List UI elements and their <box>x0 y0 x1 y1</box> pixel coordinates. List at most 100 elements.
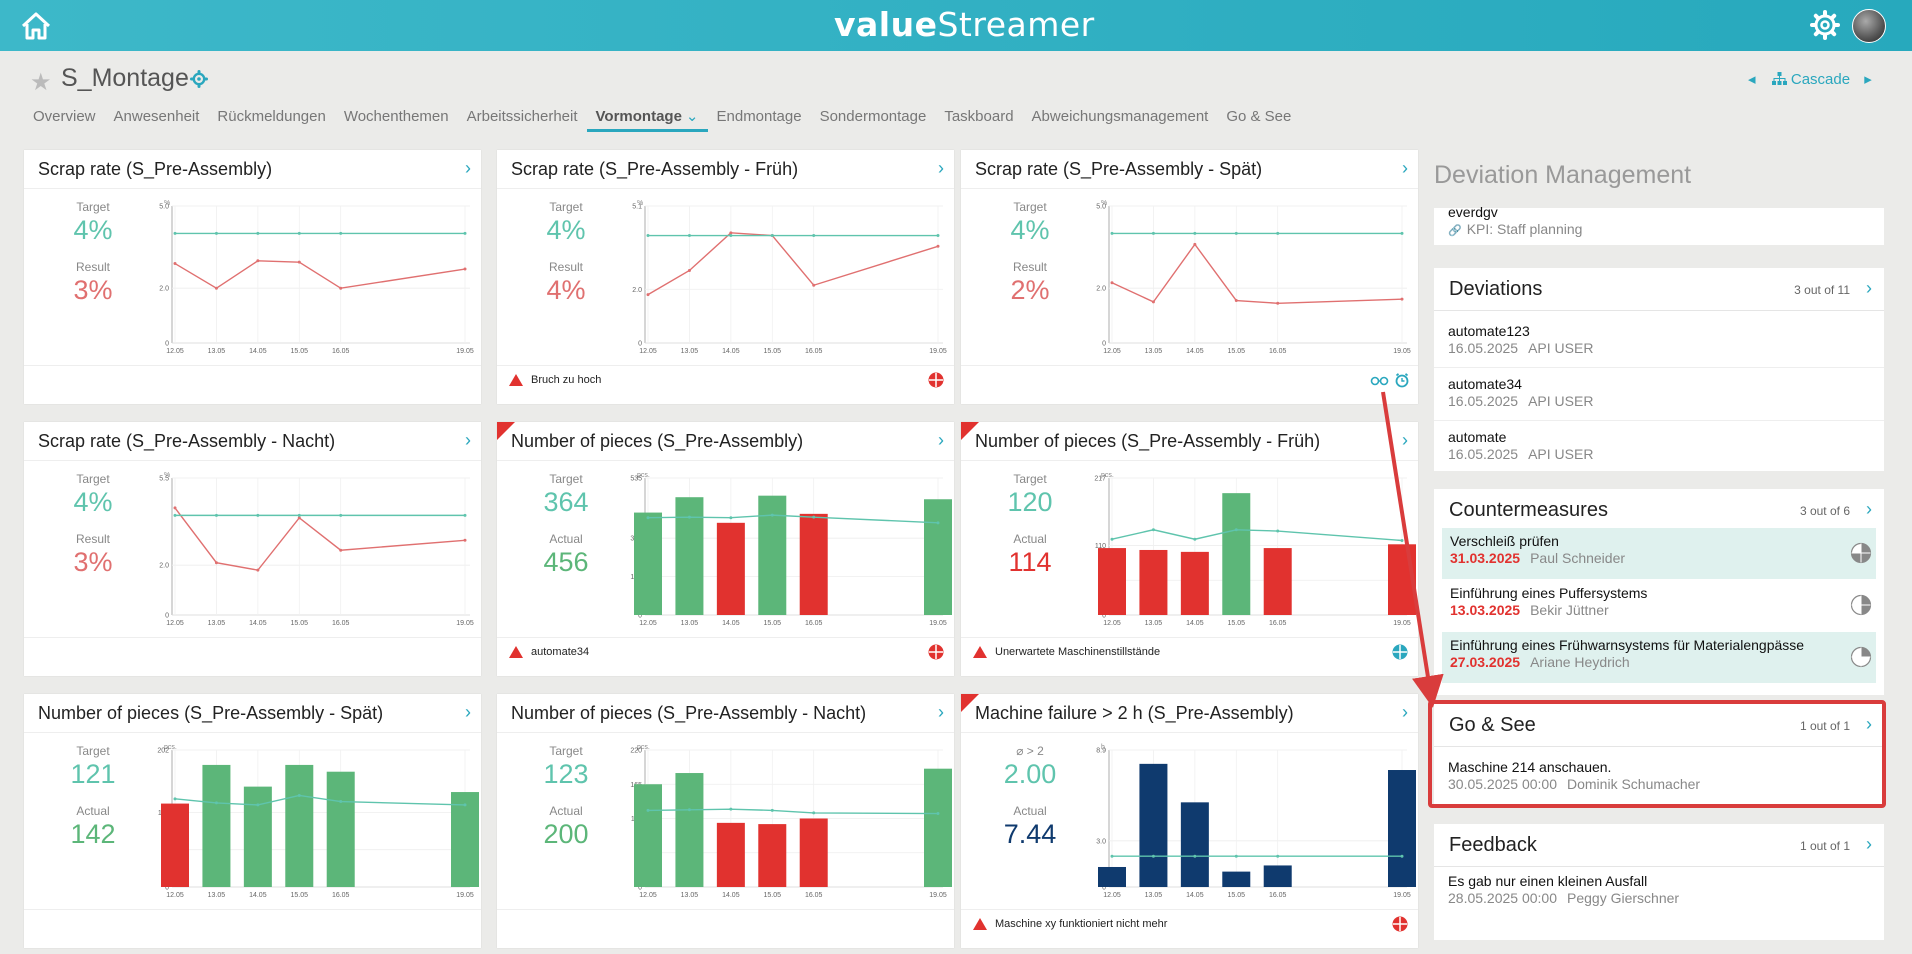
card-arrow-icon[interactable]: › <box>1402 158 1408 178</box>
x-tick-label: 19.05 <box>456 892 474 899</box>
target-point <box>339 800 343 804</box>
board-settings-gear-icon[interactable] <box>190 70 208 88</box>
countermeasure-user: Bekir Jüttner <box>1530 602 1609 618</box>
kpi-target: Target 4% <box>521 200 611 246</box>
result-point <box>1234 299 1238 303</box>
x-tick-label: 19.05 <box>456 620 474 627</box>
card-arrow-icon[interactable]: › <box>938 158 944 178</box>
target-line <box>1111 529 1403 542</box>
red-status-icon[interactable] <box>928 372 944 388</box>
feedback-item[interactable]: Es gab nur einen kleinen Ausfall 28.05.2… <box>1434 868 1884 912</box>
tab-8[interactable]: Taskboard <box>935 106 1022 132</box>
kpi-card[interactable]: Machine failure > 2 h (S_Pre-Assembly) › ⌀… <box>961 694 1418 948</box>
tab-6[interactable]: Endmontage <box>708 106 811 132</box>
avatar[interactable] <box>1852 9 1886 43</box>
deviation-item[interactable]: automate34 16.05.2025 API USER <box>1434 371 1884 417</box>
card-arrow-icon[interactable]: › <box>1402 702 1408 722</box>
x-tick-label: 13.05 <box>681 892 699 899</box>
kpi-label: Actual <box>76 804 110 818</box>
cascade-link[interactable]: Cascade <box>1771 71 1855 88</box>
card-arrow-icon[interactable]: › <box>1402 430 1408 450</box>
result-line <box>1111 243 1403 304</box>
tab-0[interactable]: Overview <box>24 106 105 132</box>
countermeasure-title: Einführung eines Frühwarnsystems für Mat… <box>1450 637 1805 653</box>
card-arrow-icon[interactable]: › <box>465 158 471 178</box>
result-point <box>463 538 467 542</box>
tab-4[interactable]: Arbeitssicherheit <box>458 106 587 132</box>
kpi-card[interactable]: Number of pieces (S_Pre-Assembly) › Target… <box>497 422 954 676</box>
deviation-item[interactable]: automate123 16.05.2025 API USER <box>1434 318 1884 364</box>
countermeasure-item[interactable]: Einführung eines Frühwarnsystems für Mat… <box>1442 632 1876 683</box>
x-tick-label: 19.05 <box>456 348 474 355</box>
result-point <box>936 244 940 248</box>
alarm-clock-icon[interactable] <box>1395 373 1409 388</box>
card-arrow-icon[interactable]: › <box>938 430 944 450</box>
card-arrow-icon[interactable]: › <box>465 702 471 722</box>
gosee-item[interactable]: Maschine 214 anschauen. 30.05.2025 00:00… <box>1434 754 1884 798</box>
result-point <box>1276 301 1280 305</box>
cascade-prev-icon[interactable]: ◂ <box>1748 71 1756 88</box>
kpi-card[interactable]: Scrap rate (S_Pre-Assembly) › Target 4% Resu… <box>24 150 481 404</box>
chevron-down-icon[interactable]: ⌄ <box>685 108 699 125</box>
kpi-card[interactable]: Scrap rate (S_Pre-Assembly - Früh) › Targe… <box>497 150 954 404</box>
deviation-item[interactable]: automate 16.05.2025 API USER <box>1434 424 1884 470</box>
kpi-card[interactable]: Number of pieces (S_Pre-Assembly - Spät)… <box>24 694 481 948</box>
card-arrow-icon[interactable]: › <box>465 430 471 450</box>
kpi-card[interactable]: Scrap rate (S_Pre-Assembly - Spät) › Targe… <box>961 150 1418 404</box>
countermeasure-item[interactable]: Einführung eines Puffersystems 13.03.2025… <box>1442 580 1876 631</box>
target-point <box>297 793 301 797</box>
favorite-star-icon[interactable]: ★ <box>30 69 52 96</box>
glasses-icon[interactable] <box>1370 372 1410 388</box>
target-point <box>1276 231 1280 235</box>
tab-1[interactable]: Anwesenheit <box>105 106 209 132</box>
target-point <box>214 231 218 235</box>
tab-7[interactable]: Sondermontage <box>811 106 936 132</box>
panel-top-item[interactable]: everdgv 🔗 KPI: Staff planning <box>1434 204 1884 245</box>
y-tick-label: 5.0 <box>1096 204 1106 211</box>
top-item-kpi: KPI: Staff planning <box>1466 221 1583 237</box>
home-icon[interactable] <box>20 11 52 41</box>
kpi-card[interactable]: Number of pieces (S_Pre-Assembly - Früh)… <box>961 422 1418 676</box>
red-status-icon[interactable] <box>928 644 944 660</box>
red-status-icon[interactable] <box>1392 916 1408 932</box>
tab-3[interactable]: Wochenthemen <box>335 106 458 132</box>
tab-label: Anwesenheit <box>113 108 200 125</box>
tab-9[interactable]: Abweichungsmanagement <box>1023 106 1218 132</box>
target-point <box>297 231 301 235</box>
card-footer[interactable]: Bruch zu hoch <box>509 374 601 386</box>
deviations-arrow-icon[interactable]: › <box>1866 278 1872 298</box>
card-footer[interactable]: automate34 <box>509 646 589 658</box>
tab-2[interactable]: Rückmeldungen <box>208 106 334 132</box>
card-footer[interactable]: Unerwartete Maschinenstillstände <box>973 646 1160 658</box>
deviation-user: API USER <box>1528 446 1594 462</box>
card-title: Number of pieces (S_Pre-Assembly - Früh) <box>975 431 1321 451</box>
card-title: Number of pieces (S_Pre-Assembly) <box>511 431 804 451</box>
x-tick-label: 16.05 <box>1269 620 1287 627</box>
countermeasure-item[interactable]: Verschleiß prüfen 31.03.2025 Paul Schneide… <box>1442 528 1876 579</box>
tab-10[interactable]: Go & See <box>1217 106 1300 132</box>
divider <box>24 637 481 638</box>
kpi-card[interactable]: Scrap rate (S_Pre-Assembly - Nacht) › Targ… <box>24 422 481 676</box>
card-footer[interactable]: Maschine xy funktioniert nicht mehr <box>973 918 1167 930</box>
deviation-date: 16.05.2025 <box>1448 446 1519 462</box>
gosee-arrow-icon[interactable]: › <box>1866 714 1872 734</box>
x-tick-label: 19.05 <box>1393 348 1411 355</box>
kpi-card[interactable]: Number of pieces (S_Pre-Assembly - Nacht… <box>497 694 954 948</box>
chart-bar <box>716 522 745 615</box>
blue-status-icon[interactable] <box>1392 644 1408 660</box>
target-point <box>1193 854 1197 858</box>
cascade-next-icon[interactable]: ▸ <box>1864 71 1872 88</box>
countermeasures-arrow-icon[interactable]: › <box>1866 499 1872 519</box>
kpi-value: 456 <box>543 547 589 577</box>
countermeasure-title: Einführung eines Puffersystems <box>1450 585 1648 601</box>
target-point <box>812 234 816 238</box>
gear-icon[interactable] <box>1810 10 1840 40</box>
deviation-meta: 16.05.2025 API USER <box>1448 446 1593 462</box>
x-tick-label: 19.05 <box>1393 620 1411 627</box>
divider <box>961 637 1418 638</box>
card-arrow-icon[interactable]: › <box>938 702 944 722</box>
feedback-arrow-icon[interactable]: › <box>1866 834 1872 854</box>
target-point <box>463 803 467 807</box>
tab-5[interactable]: Vormontage ⌄ <box>586 106 708 132</box>
result-point <box>339 548 343 552</box>
